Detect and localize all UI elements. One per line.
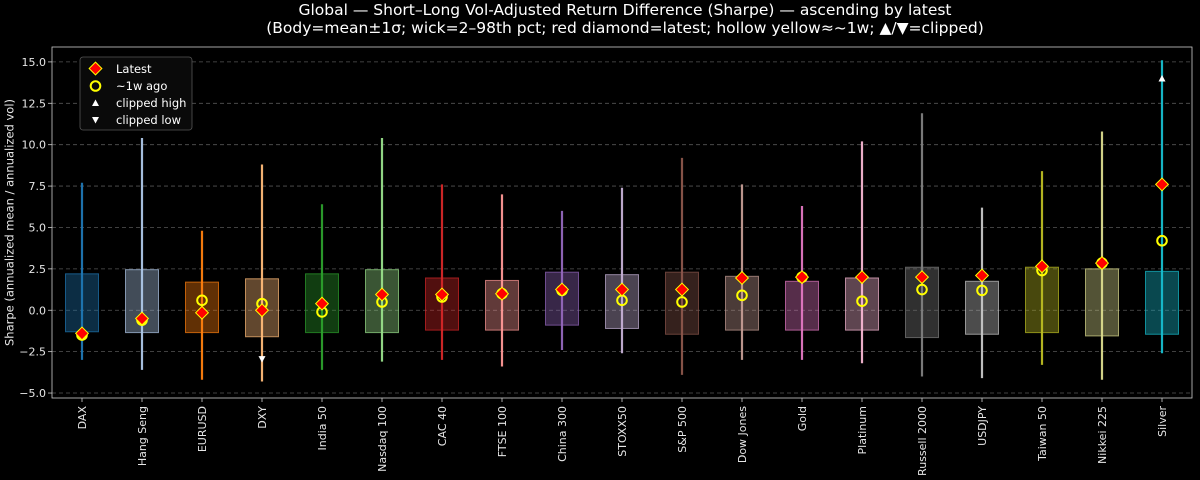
latest-marker (674, 282, 690, 297)
category-group (845, 141, 879, 364)
latest-marker (314, 296, 330, 311)
category-group (665, 157, 699, 375)
legend-box (79, 56, 193, 131)
latest-marker (614, 282, 630, 297)
latest-marker (854, 270, 870, 285)
week-ago-marker (856, 295, 868, 307)
latest-marker (914, 270, 930, 285)
x-tick-label: Russell 2000 (916, 406, 929, 476)
category-group (245, 164, 279, 382)
y-tick-label: 10.0 (22, 139, 47, 152)
week-ago-marker (676, 296, 688, 308)
latest-marker (374, 287, 390, 302)
plot-frame (51, 46, 1193, 399)
category-group (365, 138, 399, 362)
x-axis: DAX Hang Seng EURUSD DXY India 50 Nasdaq 100 C… (76, 398, 1169, 476)
category-group (785, 205, 819, 360)
x-tick-label: S&P 500 (676, 406, 689, 453)
x-tick-label: Nikkei 225 (1096, 406, 1109, 464)
latest-marker (134, 311, 150, 326)
category-group (65, 182, 99, 360)
category-group (1025, 171, 1059, 365)
legend-clip-low-label: clipped low (116, 113, 181, 127)
legend-latest-marker (88, 61, 103, 76)
x-tick-label: EURUSD (196, 406, 209, 452)
latest-marker (254, 303, 270, 318)
x-tick-label: Gold (796, 406, 809, 431)
chart-title-line-1: Global — Short–Long Vol-Adjusted Return … (298, 1, 951, 19)
legend-latest-label: Latest (116, 62, 152, 76)
y-tick-label: 2.5 (29, 263, 47, 276)
category-group (965, 207, 999, 379)
week-ago-marker (916, 283, 928, 296)
category-group (1145, 60, 1179, 354)
category-group (125, 138, 159, 370)
legend: Latest ~1w ago clipped high clipped low (79, 56, 193, 131)
legend-week-label: ~1w ago (116, 79, 167, 93)
x-tick-label: Nasdaq 100 (376, 406, 389, 472)
latest-marker (494, 286, 510, 301)
category-group (905, 113, 939, 377)
latest-marker (1034, 259, 1050, 274)
y-tick-label: 15.0 (22, 56, 47, 69)
week-ago-marker (196, 294, 208, 307)
category-group (545, 210, 579, 350)
x-tick-label: Taiwan 50 (1036, 406, 1049, 462)
legend-clip-high-label: clipped high (116, 96, 186, 110)
x-tick-label: USDJPY (976, 406, 989, 446)
latest-marker (734, 270, 750, 286)
x-tick-label: FTSE 100 (496, 406, 509, 457)
x-tick-label: Silver (1156, 406, 1169, 437)
category-group (1085, 131, 1119, 380)
latest-marker (794, 270, 810, 285)
latest-marker (1154, 177, 1170, 192)
legend-clip-low-marker (92, 117, 99, 124)
x-tick-label: Hang Seng (136, 406, 149, 466)
y-axis-label: Sharpe (annualized mean / annualized vol… (3, 99, 17, 346)
y-tick-label: −5.0 (19, 387, 46, 400)
legend-clip-high-marker (92, 99, 99, 106)
x-tick-label: DAX (76, 406, 89, 430)
clip-high-marker (1158, 74, 1166, 82)
latest-marker (434, 287, 450, 302)
y-tick-label: 0.0 (29, 304, 47, 317)
category-group (605, 187, 639, 354)
x-tick-label: Dow Jones (736, 406, 749, 463)
latest-marker (554, 282, 570, 297)
latest-marker (194, 305, 210, 320)
y-tick-label: −2.5 (19, 346, 46, 359)
y-tick-label: 7.5 (29, 180, 47, 193)
latest-marker (74, 326, 90, 341)
week-ago-marker (1156, 234, 1168, 247)
x-tick-label: STOXX50 (616, 406, 629, 457)
category-group (485, 194, 519, 367)
y-tick-label: 12.5 (22, 97, 47, 110)
category-group (425, 184, 459, 360)
latest-marker (974, 268, 990, 283)
box-series (65, 60, 1179, 382)
clip-low-marker (258, 356, 266, 363)
x-tick-label: India 50 (316, 406, 329, 451)
x-tick-label: China 300 (556, 406, 569, 462)
latest-marker (1094, 255, 1110, 271)
x-tick-label: CAC 40 (436, 406, 449, 446)
category-group (185, 230, 219, 380)
week-ago-marker (976, 284, 988, 297)
y-axis: −5.0 −2.5 0.0 2.5 5.0 7.5 10.0 12.5 15.0 (19, 56, 52, 400)
x-tick-label: DXY (256, 406, 269, 429)
y-tick-label: 5.0 (29, 221, 47, 234)
week-ago-marker (736, 289, 748, 302)
chart-title-line-2: (Body=mean±1σ; wick=2–98th pct; red diam… (266, 19, 984, 37)
category-group (725, 184, 759, 360)
x-tick-label: Platinum (856, 406, 869, 454)
legend-week-marker (89, 80, 102, 92)
category-group (305, 204, 339, 370)
